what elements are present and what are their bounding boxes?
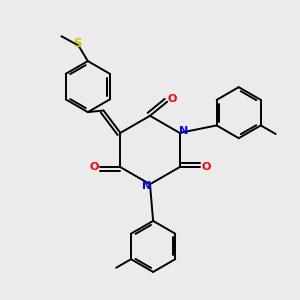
Text: S: S [73, 37, 82, 50]
Text: O: O [168, 94, 177, 104]
Text: N: N [179, 126, 188, 136]
Text: N: N [142, 181, 151, 191]
Text: O: O [201, 162, 211, 172]
Text: O: O [89, 162, 99, 172]
